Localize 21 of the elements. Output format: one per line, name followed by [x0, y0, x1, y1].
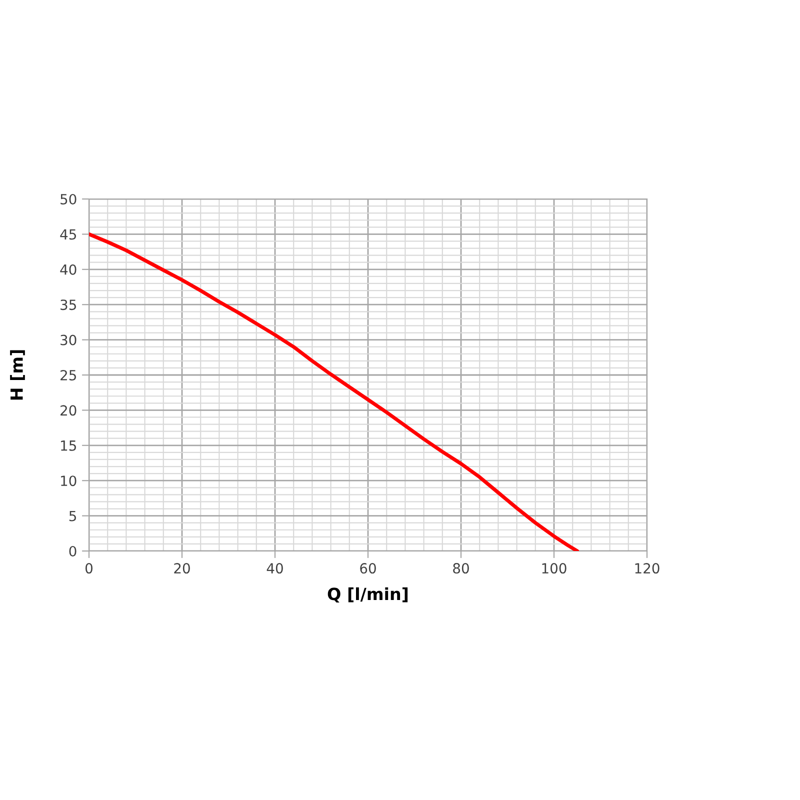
y-tick-label: 50 — [60, 194, 76, 204]
y-tick-label: 20 — [60, 405, 76, 416]
x-tick-label: 80 — [453, 563, 469, 574]
x-tick-label: 60 — [360, 563, 376, 574]
x-tick-label: 20 — [174, 563, 190, 574]
y-tick-label: 40 — [60, 264, 76, 275]
y-tick-label: 10 — [61, 476, 76, 486]
y-tick-label: 25 — [60, 370, 76, 380]
x-tick-label: 0 — [85, 563, 92, 574]
x-axis-title: Q [l/min] — [328, 587, 408, 602]
x-tick-label: 120 — [635, 563, 660, 574]
x-tick-label: 100 — [542, 563, 566, 574]
y-tick-label: 15 — [61, 440, 76, 451]
y-tick-label: 30 — [60, 334, 76, 346]
y-tick-label: 0 — [69, 546, 76, 556]
y-axis-title: H [m] — [10, 350, 25, 400]
y-tick-label: 5 — [69, 510, 76, 522]
line-series — [89, 232, 580, 551]
y-tick-label: 45 — [60, 229, 76, 240]
y-tick-label: 35 — [60, 300, 76, 310]
x-tick-label: 40 — [266, 563, 283, 574]
